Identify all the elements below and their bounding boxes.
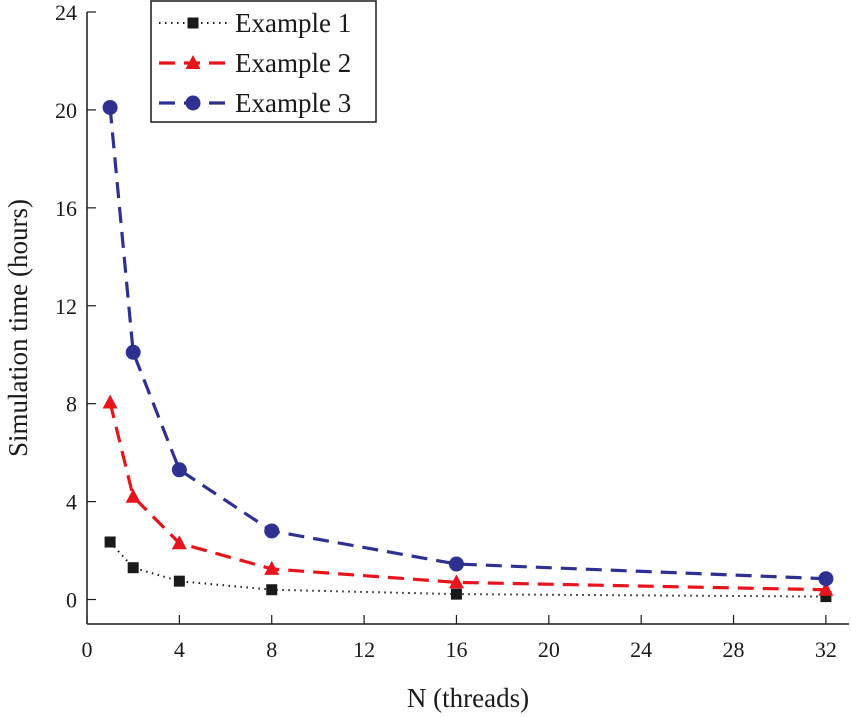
x-axis-title: N (threads) xyxy=(407,683,529,713)
series-3-point xyxy=(818,571,834,587)
series-3-point xyxy=(448,556,464,572)
series-1-point xyxy=(173,575,185,587)
legend: Example 1 Example 2 Example 3 xyxy=(150,0,377,123)
y-tick-label: 4 xyxy=(66,490,77,515)
legend-label: Example 3 xyxy=(235,88,351,118)
x-tick-label: 20 xyxy=(538,637,560,662)
series-2-point xyxy=(125,488,141,503)
series-1-point xyxy=(266,584,278,596)
y-tick-label: 16 xyxy=(55,196,77,221)
y-tick-label: 24 xyxy=(55,0,77,25)
series-2-point xyxy=(102,394,118,409)
series-3-point xyxy=(264,523,280,539)
series-2-point xyxy=(818,581,834,596)
y-axis-title: Simulation time (hours) xyxy=(3,199,33,457)
series-1-point xyxy=(820,591,832,603)
series-3-line xyxy=(108,107,826,581)
series-3 xyxy=(102,99,834,587)
x-tick-label: 32 xyxy=(815,637,837,662)
series-1 xyxy=(104,536,832,603)
x-tick-label: 8 xyxy=(266,637,277,662)
series-2-point xyxy=(171,535,187,550)
x-tick-label: 28 xyxy=(723,637,745,662)
legend-swatch-marker xyxy=(187,17,199,29)
series-2-point xyxy=(264,560,280,575)
series-1-point xyxy=(127,562,139,574)
x-tick-label: 4 xyxy=(174,637,185,662)
legend-swatch-marker xyxy=(185,55,201,69)
series-3-point xyxy=(171,462,187,478)
x-tick-label: 12 xyxy=(353,637,375,662)
x-tick-label: 16 xyxy=(445,637,467,662)
series-2 xyxy=(102,394,834,596)
series-2-point xyxy=(448,574,464,589)
y-tick-label: 8 xyxy=(66,392,77,417)
series-3-point xyxy=(102,99,118,115)
series-1-point xyxy=(450,588,462,600)
series-layer xyxy=(102,99,834,603)
series-3-point xyxy=(125,344,141,360)
y-tick-label: 20 xyxy=(55,98,77,123)
legend-label: Example 1 xyxy=(235,8,351,38)
legend-swatch-marker xyxy=(185,95,201,111)
y-tick-label: 0 xyxy=(66,588,77,613)
y-tick-label: 12 xyxy=(55,294,77,319)
x-tick-label: 24 xyxy=(630,637,652,662)
axes: 0 4 8 12 16 20 24 28 32 0 4 8 12 16 20 24 xyxy=(55,0,849,662)
series-2-line xyxy=(108,402,826,592)
series-1-point xyxy=(104,536,116,548)
x-tick-label: 0 xyxy=(82,637,93,662)
legend-label: Example 2 xyxy=(235,48,351,78)
